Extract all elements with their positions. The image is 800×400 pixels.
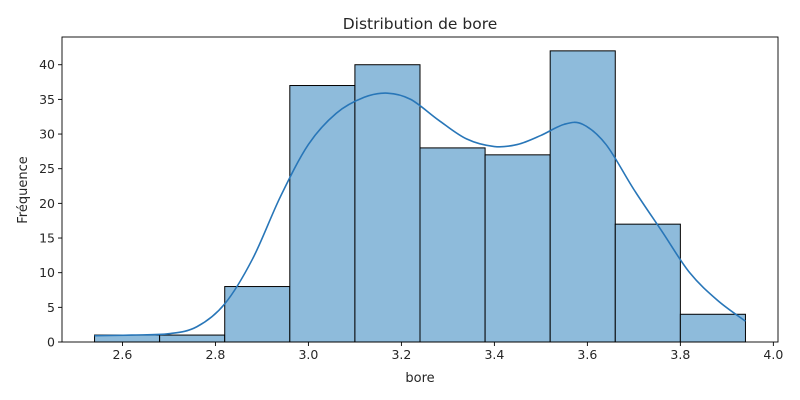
y-tick-label: 25	[39, 161, 55, 176]
y-axis: 0 5 10 15 20 25 30 35 40	[39, 57, 62, 350]
x-tick-label: 2.8	[205, 347, 225, 362]
histogram-bar-10	[679, 313, 746, 343]
y-tick-label: 5	[47, 300, 55, 315]
histogram-bar-5	[354, 64, 421, 343]
plot-frame	[61, 36, 779, 343]
histogram-bar-6	[419, 147, 486, 343]
histogram-bar-3	[224, 286, 291, 343]
y-tick-label: 15	[39, 231, 55, 246]
x-tick-label: 3.0	[298, 347, 318, 362]
y-tick-label: 0	[47, 335, 55, 350]
bars-group	[94, 50, 746, 343]
y-tick-label: 10	[39, 265, 55, 280]
kde-line	[94, 92, 746, 337]
x-tick-label: 3.6	[577, 347, 597, 362]
x-tick-label: 2.6	[112, 347, 132, 362]
x-tick-label: 3.8	[670, 347, 690, 362]
y-axis-label: Fréquence	[16, 156, 31, 223]
x-axis-label: bore	[405, 371, 434, 386]
x-axis: 2.6 2.8 3.0 3.2 3.4 3.6 3.8 4.0	[112, 342, 783, 362]
y-tick-label: 40	[39, 57, 55, 72]
histogram-bar-4	[289, 85, 356, 343]
x-tick-label: 3.4	[484, 347, 504, 362]
histogram-bar-2	[159, 334, 226, 343]
x-tick-label: 4.0	[763, 347, 783, 362]
histogram-bar-9	[614, 223, 681, 343]
chart-title: Distribution de bore	[343, 15, 498, 33]
histogram-bar-7	[484, 154, 551, 343]
y-tick-label: 30	[39, 127, 55, 142]
y-tick-label: 35	[39, 92, 55, 107]
histogram-bar-8	[549, 50, 616, 343]
y-tick-label: 20	[39, 196, 55, 211]
x-tick-label: 3.2	[391, 347, 411, 362]
